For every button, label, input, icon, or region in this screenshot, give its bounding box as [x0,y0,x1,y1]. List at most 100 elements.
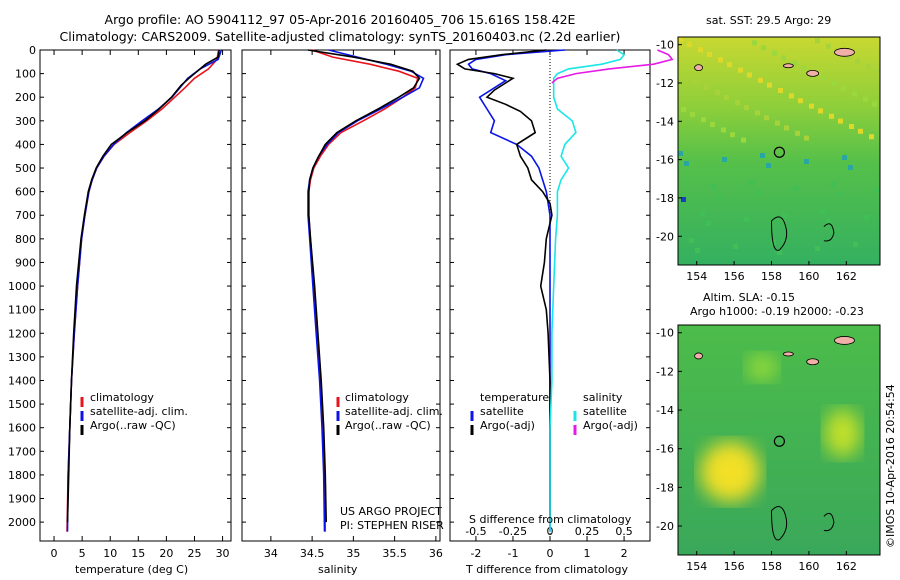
reef-contour [771,506,788,541]
sla-map-title-2: Argo h1000: -0.19 h2000: -0.23 [690,305,864,318]
island [806,70,820,77]
lat-tick-label: -20 [656,230,674,243]
depth-tick-label: 1700 [8,445,36,458]
depth-tick-label: 400 [15,138,36,151]
depth-tick-label: 1000 [8,280,36,293]
s-diff-tick-label: -0.25 [499,525,527,538]
sst-pixel [778,88,783,93]
sst-pixel [869,134,874,140]
sst-pixel [855,58,860,64]
legend-diff-temp-satellite: satellite [480,405,524,418]
legend-diff-temp-argo: Argo(-adj) [480,419,535,432]
temp-xtick-label: 10 [103,547,117,560]
lat-tick-label: -12 [656,365,674,378]
sst-pixel [707,52,712,57]
lon-tick-label: 160 [798,560,819,573]
lat-tick-label: -18 [656,192,674,205]
sst-pixel [792,60,797,66]
sst-pixel [755,110,760,116]
sst-map-title: sat. SST: 29.5 Argo: 29 [706,14,832,27]
sst-pixel [678,151,683,156]
sst-pixel [684,161,689,166]
sst-pixel [724,94,729,100]
lon-tick-label: 162 [836,560,857,573]
s-difference-label: S difference from climatology [469,513,632,526]
sst-pixel [767,82,772,88]
sla-anomaly [824,409,861,458]
sst-pixel [718,57,723,63]
depth-tick-label: 1400 [8,374,36,387]
island [694,64,703,72]
reef-contour [823,223,835,242]
sst-pixel [758,77,763,83]
s-diff-tick-label: -0.5 [465,525,486,538]
sst-pixel [711,184,716,189]
sst-pixel [717,194,722,199]
sst-pixel [832,81,837,87]
depth-tick-label: 1500 [8,398,36,411]
depth-tick-label: 1800 [8,469,36,482]
legend-diff-temperature-title: temperature [480,391,550,404]
sst-pixel [864,215,869,220]
diff-xtick-label: 0 [547,547,554,560]
sst-pixel [842,155,847,160]
sst-pixel [710,122,715,127]
depth-tick-label: 0 [29,44,36,57]
lon-tick-label: 158 [761,270,782,283]
depth-tick-label: 2000 [8,516,36,529]
temp-xtick-label: 20 [159,547,173,560]
sst-pixel [772,50,777,56]
imos-credit: ©IMOS 10-Apr-2016 20:54:54 [884,384,897,548]
diff-xtick-label: 2 [621,547,628,560]
reef-contour [823,512,835,532]
lon-tick-label: 158 [761,560,782,573]
sst-pixel [815,246,820,251]
temp-xtick-label: 30 [216,547,230,560]
legend-diff-sal-satellite: satellite [583,405,627,418]
sst-pixel [704,84,709,90]
depth-tick-label: 600 [15,186,36,199]
sal-xtick-label: 35 [346,547,360,560]
sst-pixel [784,125,789,131]
salinity-panel: 34 34.5 35 35.5 36 [241,49,443,560]
sst-pixel [863,96,868,102]
sst-pixel [744,105,749,110]
sst-pixel [804,135,809,141]
island [834,47,855,57]
argo-float-marker [773,435,785,447]
sst-pixel [693,79,698,85]
sla-map-title-1: Altim. SLA: -0.15 [703,291,796,304]
sst-pixel [744,217,749,222]
sst-pixel [875,188,880,193]
diff-xtick-label: -1 [507,547,518,560]
series-line-black [66,49,220,523]
argo-float-marker [773,146,785,158]
sst-pixel [766,163,771,168]
legend-diff-salinity-title: salinity [583,391,623,404]
lat-tick-label: -16 [656,443,674,456]
lat-tick-label: -18 [656,481,674,494]
sst-pixel [875,69,880,74]
sst-pixel [738,67,743,73]
depth-tick-label: 200 [15,91,36,104]
salinity-xlabel: salinity [318,563,358,576]
lon-tick-label: 160 [798,270,819,283]
depth-tick-label: 500 [15,162,36,175]
series-line-magenta [551,49,674,84]
sst-pixel [795,130,800,136]
legend-sal-satellite: satellite-adj. clim. [345,405,443,418]
difference-panel: -2 -1 0 1 2 -0.5 -0.25 0 0.25 0.5 [449,49,674,560]
sst-pixel [837,192,842,197]
lon-tick-label: 156 [724,270,745,283]
sst-pixel [852,91,857,97]
sst-pixel [789,93,794,99]
legend-sal-climatology: climatology [345,391,409,404]
lon-tick-label: 154 [686,560,707,573]
reef-contour [771,216,788,251]
sst-pixel [826,43,831,49]
sst-pixel [760,153,765,158]
sst-pixel [798,98,803,104]
difference-xlabel: T difference from climatology [466,563,628,576]
sst-pixel [678,37,683,42]
